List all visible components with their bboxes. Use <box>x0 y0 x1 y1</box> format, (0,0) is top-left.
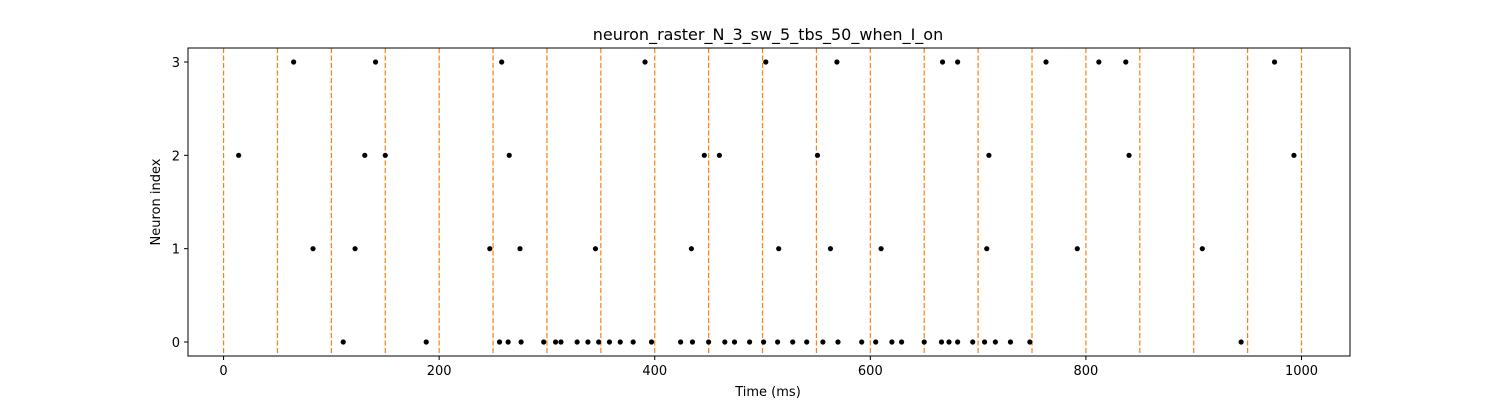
spike-point <box>790 339 796 345</box>
spike-point <box>776 246 782 252</box>
spike-point <box>585 339 591 345</box>
spike-point <box>763 59 769 65</box>
spike-point <box>859 339 865 345</box>
spike-point <box>1074 246 1080 252</box>
spike-point <box>970 339 976 345</box>
spike-point <box>517 246 523 252</box>
spike-point <box>496 339 503 345</box>
spike-point <box>1238 339 1244 345</box>
spike-point <box>1043 59 1049 65</box>
interval-lines <box>222 48 1303 356</box>
spike-point <box>310 246 316 252</box>
spike-point <box>1123 59 1129 65</box>
spike-point <box>722 339 728 345</box>
x-tick-label: 400 <box>642 364 667 379</box>
spike-point <box>889 339 895 345</box>
spike-point <box>761 339 767 345</box>
spike-point <box>814 152 821 158</box>
spike-point <box>678 339 684 345</box>
spike-point <box>921 339 927 345</box>
spike-point <box>955 59 961 65</box>
spike-point <box>1291 152 1297 158</box>
spike-point <box>986 152 992 158</box>
spike-point <box>372 59 379 65</box>
spike-point <box>731 339 738 345</box>
spike-point <box>689 339 696 345</box>
spike-point <box>938 339 945 345</box>
spike-point <box>1027 339 1033 345</box>
spike-point <box>487 246 493 252</box>
spike-point <box>701 152 707 158</box>
spike-point <box>1199 246 1205 252</box>
spike-point <box>518 339 524 345</box>
x-axis-ticks: 0 200 400 600 800 1000 <box>219 356 1318 379</box>
spike-point <box>827 246 834 252</box>
spike-point <box>898 339 905 345</box>
spike-point <box>382 152 388 158</box>
y-tick-label: 0 <box>172 336 180 351</box>
spike-point <box>1096 59 1102 65</box>
spike-point <box>236 152 242 158</box>
plot-frame <box>187 47 1351 357</box>
spike-point <box>648 339 655 345</box>
spike-point <box>873 339 879 345</box>
spike-point <box>939 59 946 65</box>
spike-point <box>746 339 753 345</box>
spike-point <box>984 246 990 252</box>
spike-point <box>642 59 648 65</box>
spike-point <box>617 339 623 345</box>
spike-point <box>820 339 826 345</box>
x-tick-label: 600 <box>858 364 883 379</box>
spike-point <box>981 339 988 345</box>
spike-point <box>499 59 505 65</box>
spike-point <box>706 339 712 345</box>
spike-point <box>596 339 602 345</box>
spike-point <box>1007 339 1014 345</box>
spike-point <box>716 152 723 158</box>
y-tick-label: 1 <box>172 243 180 258</box>
spike-point <box>352 246 358 252</box>
x-tick-label: 200 <box>427 364 452 379</box>
y-tick-label: 3 <box>172 56 180 71</box>
spike-point <box>1271 59 1278 65</box>
spike-point <box>291 59 297 65</box>
spike-point <box>558 339 564 345</box>
spike-point <box>552 339 559 345</box>
spike-point <box>688 246 694 252</box>
x-tick-label: 0 <box>219 364 227 379</box>
spike-point <box>955 339 961 345</box>
spike-point <box>804 339 810 345</box>
spike-point <box>505 339 511 345</box>
x-tick-label: 800 <box>1073 364 1098 379</box>
spike-point <box>592 246 599 252</box>
spike-point <box>340 339 346 345</box>
y-axis-ticks: 0 1 2 3 <box>172 56 188 351</box>
spike-point <box>423 339 429 345</box>
spike-point <box>834 59 840 65</box>
spike-point <box>541 339 547 345</box>
spike-point <box>574 339 580 345</box>
spike-point <box>878 246 884 252</box>
spike-point <box>606 339 613 345</box>
spike-point <box>835 339 841 345</box>
chart-title: neuron_raster_N_3_sw_5_tbs_50_when_I_on <box>593 25 943 45</box>
spike-point <box>992 339 998 345</box>
spike-point <box>506 152 512 158</box>
spike-point <box>362 152 368 158</box>
spike-point <box>1126 152 1132 158</box>
y-tick-label: 2 <box>172 149 180 164</box>
x-axis-label: Time (ms) <box>734 385 801 400</box>
spike-point <box>630 339 636 345</box>
spike-points <box>236 59 1297 345</box>
spike-point <box>946 339 952 345</box>
spike-point <box>775 339 781 345</box>
x-tick-label: 1000 <box>1285 364 1318 379</box>
y-axis-label: Neuron index <box>149 158 164 245</box>
